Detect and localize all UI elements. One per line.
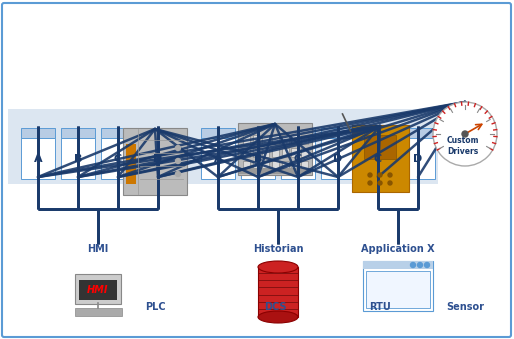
FancyBboxPatch shape — [141, 138, 175, 179]
FancyBboxPatch shape — [272, 135, 279, 144]
FancyBboxPatch shape — [363, 261, 433, 269]
FancyBboxPatch shape — [79, 280, 117, 300]
FancyBboxPatch shape — [262, 148, 269, 157]
FancyBboxPatch shape — [241, 138, 275, 179]
FancyBboxPatch shape — [258, 267, 298, 317]
FancyBboxPatch shape — [366, 271, 430, 308]
Circle shape — [175, 159, 180, 163]
FancyBboxPatch shape — [291, 148, 298, 157]
FancyBboxPatch shape — [282, 135, 289, 144]
FancyBboxPatch shape — [282, 148, 289, 157]
FancyBboxPatch shape — [201, 138, 235, 179]
Text: Historian: Historian — [253, 244, 303, 254]
FancyBboxPatch shape — [243, 161, 250, 170]
Text: DCS: DCS — [264, 302, 286, 312]
Text: D: D — [153, 154, 162, 163]
FancyBboxPatch shape — [272, 148, 279, 157]
FancyBboxPatch shape — [75, 274, 121, 304]
Text: A: A — [34, 154, 42, 163]
Text: B: B — [254, 154, 262, 163]
Circle shape — [175, 145, 180, 151]
FancyBboxPatch shape — [243, 148, 250, 157]
FancyBboxPatch shape — [272, 161, 279, 170]
Text: PLC: PLC — [144, 302, 166, 312]
FancyBboxPatch shape — [21, 138, 55, 179]
FancyBboxPatch shape — [243, 135, 250, 144]
FancyBboxPatch shape — [241, 128, 275, 138]
Text: D: D — [334, 154, 343, 163]
FancyBboxPatch shape — [253, 161, 260, 170]
FancyBboxPatch shape — [361, 138, 395, 179]
FancyBboxPatch shape — [262, 161, 269, 170]
Circle shape — [378, 173, 382, 177]
Circle shape — [378, 181, 382, 185]
FancyBboxPatch shape — [363, 261, 433, 311]
FancyBboxPatch shape — [291, 161, 298, 170]
FancyBboxPatch shape — [301, 161, 308, 170]
FancyBboxPatch shape — [401, 138, 435, 179]
FancyBboxPatch shape — [321, 138, 355, 179]
Circle shape — [368, 181, 372, 185]
Text: C: C — [294, 154, 302, 163]
FancyBboxPatch shape — [141, 128, 175, 138]
FancyBboxPatch shape — [75, 307, 121, 316]
Text: D: D — [413, 154, 423, 163]
Ellipse shape — [258, 311, 298, 323]
FancyBboxPatch shape — [281, 128, 315, 138]
FancyBboxPatch shape — [101, 128, 135, 138]
Text: Custom
Drivers: Custom Drivers — [447, 136, 480, 156]
Text: C: C — [374, 154, 382, 163]
Circle shape — [175, 172, 180, 177]
FancyBboxPatch shape — [8, 109, 438, 184]
Circle shape — [425, 262, 430, 267]
FancyBboxPatch shape — [123, 128, 187, 195]
FancyBboxPatch shape — [101, 138, 135, 179]
FancyBboxPatch shape — [361, 128, 395, 138]
Text: HMI: HMI — [87, 285, 109, 295]
Text: B: B — [74, 154, 82, 163]
FancyBboxPatch shape — [253, 148, 260, 157]
Text: C: C — [114, 154, 122, 163]
Text: Sensor: Sensor — [446, 302, 484, 312]
Circle shape — [368, 173, 372, 177]
Text: HMI: HMI — [87, 244, 108, 254]
FancyBboxPatch shape — [253, 135, 260, 144]
Text: Application X: Application X — [361, 244, 435, 254]
FancyBboxPatch shape — [321, 128, 355, 138]
FancyBboxPatch shape — [61, 128, 95, 138]
Circle shape — [411, 262, 415, 267]
FancyBboxPatch shape — [126, 144, 136, 184]
FancyBboxPatch shape — [281, 138, 315, 179]
FancyBboxPatch shape — [301, 135, 308, 144]
FancyBboxPatch shape — [2, 3, 511, 337]
FancyBboxPatch shape — [21, 128, 55, 138]
FancyBboxPatch shape — [352, 125, 409, 192]
FancyBboxPatch shape — [61, 138, 95, 179]
Ellipse shape — [258, 261, 298, 273]
Circle shape — [388, 173, 392, 177]
FancyBboxPatch shape — [201, 128, 235, 138]
Circle shape — [388, 181, 392, 185]
Circle shape — [433, 102, 497, 166]
FancyBboxPatch shape — [262, 135, 269, 144]
FancyBboxPatch shape — [301, 148, 308, 157]
Text: RTU: RTU — [369, 302, 391, 312]
Circle shape — [417, 262, 423, 267]
FancyBboxPatch shape — [238, 123, 312, 175]
FancyBboxPatch shape — [239, 168, 311, 174]
FancyBboxPatch shape — [401, 128, 435, 138]
FancyBboxPatch shape — [364, 135, 396, 159]
Circle shape — [462, 131, 468, 137]
Text: A: A — [214, 154, 223, 163]
FancyBboxPatch shape — [291, 135, 298, 144]
FancyBboxPatch shape — [282, 161, 289, 170]
